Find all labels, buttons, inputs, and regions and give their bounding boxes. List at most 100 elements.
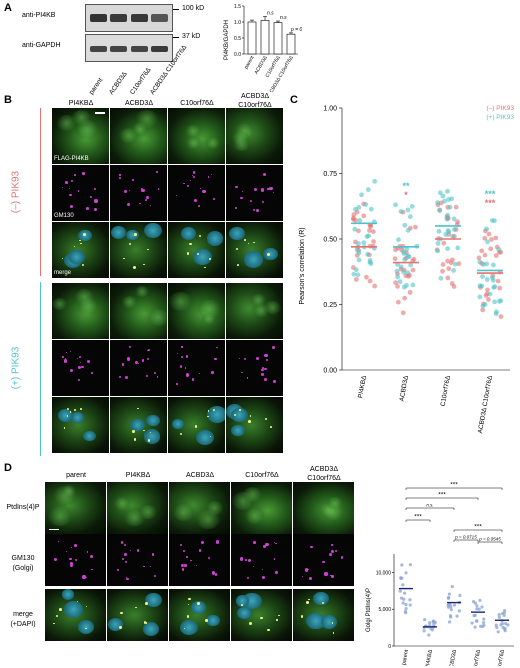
panel-d-label: D [4, 462, 12, 474]
nucleus [306, 612, 326, 630]
golgi-spot [154, 574, 157, 577]
colocalized-spot [62, 258, 64, 260]
c-data-point [397, 279, 403, 285]
b-row-label: FLAG-PI4KB [54, 156, 89, 162]
golgi-spot [340, 556, 344, 559]
d-data-point [480, 605, 484, 609]
c-data-point [485, 287, 490, 293]
golgi-spot [137, 362, 139, 364]
d-bracket-label: *** [450, 482, 458, 489]
panel-c-label: C [290, 94, 298, 106]
panel-a-label: A [4, 2, 12, 14]
c-tick-label: 1.00 [323, 106, 337, 113]
golgi-spot [82, 575, 86, 579]
c-data-point [437, 190, 443, 196]
colocalized-spot [187, 252, 190, 255]
colocalized-spot [278, 614, 280, 617]
golgi-spot [156, 376, 158, 378]
d-data-point [449, 615, 453, 619]
c-data-point [445, 258, 450, 264]
golgi-spot [86, 551, 89, 553]
c-data-point [394, 268, 400, 274]
colocalized-spot [332, 632, 334, 634]
b-micrograph [226, 222, 283, 278]
c-data-point [477, 259, 483, 265]
d-data-point [447, 620, 452, 624]
d-data-point [496, 630, 500, 634]
cell-blob [52, 297, 67, 310]
c-data-point [366, 233, 371, 239]
c-data-point [443, 232, 449, 237]
western-blot-gapdh [85, 34, 173, 62]
c-data-point [497, 285, 503, 291]
c-data-point [477, 294, 483, 300]
golgi-spot [243, 357, 246, 360]
cell-blob [61, 485, 77, 498]
golgi-spot [334, 549, 338, 552]
c-data-point [489, 275, 495, 281]
golgi-spot [186, 184, 190, 188]
golgi-spot [127, 357, 131, 361]
cell-blob [139, 504, 158, 520]
c-data-point [456, 261, 462, 267]
d-data-point [446, 596, 451, 600]
golgi-spot [322, 560, 325, 564]
c-data-point [404, 283, 409, 288]
golgi-spot [309, 545, 313, 549]
c-ylabel: Pearson's correlation (R) [299, 227, 306, 304]
c-data-point [353, 267, 359, 273]
c-data-point [405, 253, 411, 259]
cell-blob [196, 509, 220, 529]
b-micrograph [110, 283, 167, 339]
golgi-spot [192, 171, 195, 174]
d-micrograph [107, 589, 168, 641]
golgi-spot [143, 565, 145, 567]
c-data-point [398, 264, 404, 270]
colocalized-spot [137, 407, 139, 409]
golgi-spot [181, 346, 183, 348]
d-data-point [499, 623, 503, 627]
scale-bar [95, 112, 105, 114]
d-row-gm130: GM130 (Golgi) [11, 555, 35, 572]
golgi-spot [123, 543, 127, 547]
d-bracket-label: p = 0.0545 [478, 537, 501, 542]
d-data-point [399, 576, 403, 580]
golgi-spot [239, 358, 241, 360]
nucleus [63, 601, 83, 618]
golgi-spot [141, 187, 144, 190]
c-data-point [365, 187, 371, 192]
nucleus [231, 424, 245, 437]
cell-blob [122, 295, 138, 308]
c-data-point [370, 229, 376, 235]
cell-blob [242, 486, 263, 503]
c-data-point [356, 228, 361, 234]
nucleus [236, 606, 252, 620]
cell-blob [75, 120, 99, 139]
c-category-labels: PI4KBΔ ACBD3Δ C10orf76Δ ACBD3Δ C10orf76Δ [357, 374, 494, 434]
c-data-point [449, 196, 454, 202]
c-data-point [487, 291, 493, 297]
colocalized-spot [132, 430, 135, 433]
c-data-point [398, 209, 404, 214]
d-data-point [447, 605, 451, 609]
marker-37kd: 37 kD [182, 33, 201, 40]
b-group-plus-pik93: (+) PIK93 [10, 346, 22, 390]
golgi-spot [194, 199, 197, 202]
golgi-spot [62, 355, 65, 358]
d-data-point [473, 625, 477, 629]
golgi-spot [184, 564, 187, 567]
golgi-spot [74, 558, 78, 562]
c-significance: *** ****** [402, 181, 495, 208]
lane-label-acbd3: ACBD3Δ [108, 70, 129, 97]
c-tick-label: 0.00 [323, 368, 337, 375]
bar-annotation: n.s [267, 11, 274, 17]
cell-blob [185, 136, 201, 149]
golgi-spot [85, 207, 89, 210]
cell-blob [251, 294, 266, 306]
b-micrograph: GM130 [52, 165, 109, 221]
c-data-point [498, 298, 504, 303]
d-micrograph [169, 534, 230, 586]
golgi-spot [70, 369, 74, 373]
c-data-point [352, 226, 358, 232]
colocalized-spot [308, 598, 310, 601]
